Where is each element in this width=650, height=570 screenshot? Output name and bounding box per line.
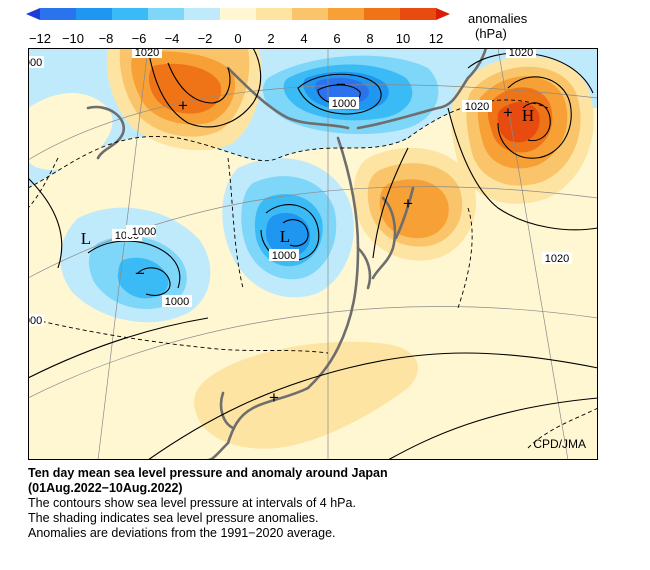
caption-period: (01Aug.2022−10Aug.2022): [28, 481, 183, 495]
colorbar-segment: [256, 8, 293, 20]
colorbar-tick-label: −4: [165, 31, 180, 46]
contour-label: 1000: [165, 296, 189, 308]
colorbar-tick-label: −6: [132, 31, 147, 46]
contour-label: 1000: [132, 226, 156, 238]
colorbar-segment: [76, 8, 113, 20]
colorbar-tick-label: −12: [29, 31, 51, 46]
coastlines: [86, 48, 488, 460]
colorbar-tick-label: 4: [300, 31, 307, 46]
contour-labels: 1020 1000 1000 1000 1000 1020 1020 1000 …: [28, 48, 572, 327]
zero-anomaly-lines: [28, 99, 598, 449]
colorbar-tick-label: 2: [267, 31, 274, 46]
colorbar-segment: [364, 8, 401, 20]
contour-label: 1000: [28, 315, 42, 327]
anomaly-area-positive: [194, 341, 418, 449]
positive-anomaly-center: +: [403, 194, 413, 213]
map-frame: [28, 48, 598, 460]
colorbar-tick-label: −2: [198, 31, 213, 46]
colorbar-tick-label: −10: [62, 31, 84, 46]
positive-anomaly-center: +: [269, 388, 279, 407]
isobars: [28, 48, 598, 460]
graticule: [28, 48, 598, 460]
contour-label: 1020: [509, 48, 533, 59]
colorbar-segment: [112, 8, 149, 20]
negative-anomaly-center: −: [135, 264, 145, 283]
colorbar-unit: (hPa): [475, 26, 507, 41]
colorbar-arrow-right: [436, 8, 450, 20]
low-pressure-symbol: L: [280, 227, 290, 246]
caption-contour-note: The contours show sea level pressure at …: [28, 496, 356, 510]
caption-anomaly-note: Anomalies are deviations from the 1991−2…: [28, 526, 336, 540]
colorbar-segment: [148, 8, 185, 20]
colorbar-title: anomalies: [468, 11, 528, 26]
contour-label: 1020: [135, 48, 159, 59]
colorbar-tick-label: 8: [366, 31, 373, 46]
anomaly-area-positive: [497, 102, 540, 143]
colorbar-tick-label: 6: [333, 31, 340, 46]
contour-label: 1020: [545, 253, 569, 265]
colorbar-tick-label: 0: [234, 31, 241, 46]
high-pressure-symbol: H: [522, 106, 534, 125]
contour-label: 1000: [272, 250, 296, 262]
pressure-anomaly-map: 1020 1000 1000 1000 1000 1020 1020 1000 …: [28, 48, 598, 460]
anomaly-area-positive: [379, 179, 449, 239]
colorbar-tick-label: 10: [396, 31, 410, 46]
anomaly-area-weak-positive: [28, 93, 113, 170]
colorbar-segment: [220, 8, 257, 20]
colorbar-tick-label: −8: [99, 31, 114, 46]
colorbar-segment: [40, 8, 77, 20]
colorbar-arrow-left: [26, 8, 40, 20]
anomaly-colorbar: −12 −10 −8 −6 −4 −2 0 2 4 6 8 10 12 anomalies (hPa): [26, 8, 528, 46]
caption-title: Ten day mean sea level pressure and anom…: [28, 466, 388, 480]
caption-shading-note: The shading indicates sea level pressure…: [28, 511, 319, 525]
colorbar-tick-label: 12: [429, 31, 443, 46]
colorbar-segment: [328, 8, 365, 20]
map-credit: CPD/JMA: [533, 437, 586, 451]
colorbar-segment: [292, 8, 329, 20]
low-pressure-symbol: L: [81, 229, 91, 248]
contour-label: 1000: [28, 57, 42, 69]
positive-anomaly-center: +: [178, 96, 188, 115]
contour-label: 1020: [465, 101, 489, 113]
contour-label: 1000: [332, 98, 356, 110]
colorbar-segment: [400, 8, 437, 20]
anomaly-area-positive: [148, 63, 222, 114]
negative-anomaly-center: −: [336, 75, 346, 94]
colorbar-segment: [184, 8, 221, 20]
positive-anomaly-center: +: [503, 103, 513, 122]
